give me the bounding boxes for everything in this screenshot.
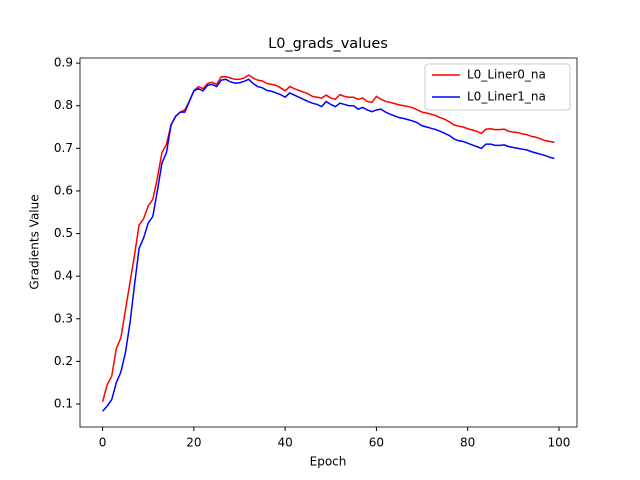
y-tick-label: 0.3 [54, 311, 73, 325]
y-tick-label: 0.4 [54, 269, 73, 283]
y-tick-label: 0.6 [54, 183, 73, 197]
x-tick-label: 80 [460, 436, 475, 450]
y-tick-label: 0.9 [54, 56, 73, 70]
plot-frame [79, 57, 578, 428]
x-axis-label: Epoch [310, 455, 347, 469]
y-axis-label: Gradients Value [28, 194, 42, 289]
y-tick-label: 0.2 [54, 354, 73, 368]
y-tick-label: 0.1 [54, 396, 73, 410]
y-tick-label: 0.7 [54, 141, 73, 155]
x-tick-label: 40 [278, 436, 293, 450]
line-series [102, 78, 555, 412]
chart-title: L0_grads_values [268, 36, 388, 52]
y-tick-label: 0.5 [54, 226, 73, 240]
x-tick-label: 0 [99, 436, 107, 450]
legend-box [424, 63, 571, 111]
legend-label: L0_Liner0_na [467, 68, 546, 82]
legend-label: L0_Liner1_na [467, 90, 546, 104]
y-tick-label: 0.8 [54, 98, 73, 112]
x-tick-label: 60 [369, 436, 384, 450]
x-tick-label: 100 [548, 436, 571, 450]
x-tick-label: 20 [186, 436, 201, 450]
